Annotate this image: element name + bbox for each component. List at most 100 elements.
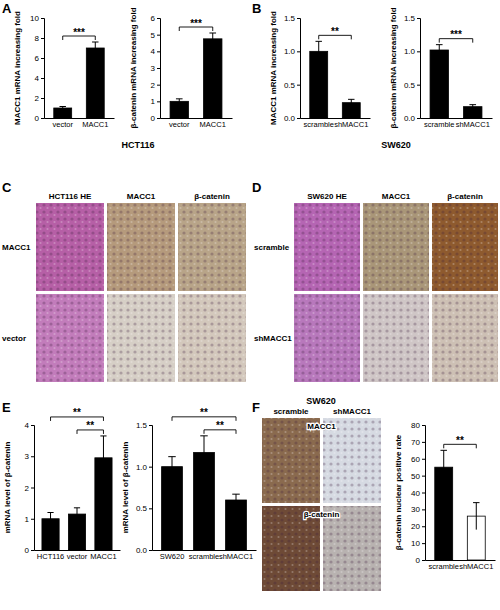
y-tick: 4	[35, 74, 44, 83]
y-tick: 1.0	[404, 47, 420, 56]
x-tick-label: MACC1	[82, 120, 108, 129]
y-tick: 10	[30, 14, 44, 23]
micrograph-texture	[36, 203, 104, 291]
y-tick-label: 6	[35, 54, 40, 63]
y-tick: 3	[151, 64, 160, 73]
x-axis-line	[35, 550, 121, 551]
y-axis-line	[149, 426, 153, 551]
error-cap	[440, 450, 446, 451]
panel-label: D	[252, 180, 261, 195]
micrograph	[178, 203, 246, 291]
y-tick-mark	[422, 459, 425, 460]
y-tick: 1	[151, 97, 160, 106]
x-tick-label: shMACC1	[334, 120, 368, 129]
x-tick-label: HCT116	[37, 552, 64, 561]
y-tick-mark	[31, 488, 34, 489]
y-tick: 0	[151, 114, 160, 123]
micrograph	[363, 203, 429, 291]
x-tick: MACC1	[82, 120, 108, 129]
y-tick: 8	[35, 34, 44, 43]
significance-label: **	[216, 420, 224, 431]
error-cap	[176, 98, 183, 99]
panel-label: E	[2, 400, 11, 415]
error-cap	[348, 99, 354, 100]
significance-label: **	[200, 407, 208, 418]
figure-svg: ABCDEF0246810vectorMACC1MACC1 mRNA incre…	[0, 0, 500, 610]
y-tick: 40	[411, 489, 425, 498]
y-tick-mark	[41, 78, 44, 79]
y-tick-mark	[422, 493, 425, 494]
marks	[162, 436, 247, 550]
micrograph-texture	[107, 294, 175, 382]
y-tick-mark	[157, 118, 160, 119]
y-tick-label: 2	[151, 81, 156, 90]
error-bar	[172, 457, 173, 477]
x-tick: scramble	[189, 552, 219, 561]
column-label: scramble	[273, 407, 309, 416]
y-tick: 3	[25, 452, 34, 461]
y-tick-mark	[417, 118, 420, 119]
y-tick-label: 1	[151, 97, 156, 106]
y-tick-mark	[157, 68, 160, 69]
y-tick-mark	[297, 18, 300, 19]
x-tick: HCT116	[37, 552, 64, 561]
bar	[204, 39, 222, 118]
x-tick: shMACC1	[334, 120, 368, 129]
y-tick-mark	[31, 425, 34, 426]
error-cap	[469, 104, 476, 105]
panel-label: A	[2, 1, 12, 16]
y-axis: 0246810	[30, 14, 44, 123]
error-bar	[318, 41, 319, 61]
error-cap	[436, 44, 443, 45]
error-cap	[47, 512, 53, 513]
y-axis-title: MACC1 mRNA increasing fold	[269, 11, 278, 125]
marks	[170, 33, 222, 118]
panel-label: F	[252, 400, 260, 415]
micrograph-texture	[178, 294, 246, 382]
x-tick: shMACC1	[459, 562, 493, 571]
x-tick: shMACC1	[219, 552, 253, 561]
micrograph	[107, 294, 175, 382]
y-tick-label: 30	[411, 505, 420, 514]
bar-chart: 01020304050607080scrambleshMACC1β-cateni…	[394, 421, 496, 571]
image-panel: scrambleshMACC1MACC1β-cateninSW620	[262, 396, 381, 591]
y-tick-mark	[157, 51, 160, 52]
significance-label: **	[86, 420, 94, 431]
micrograph-texture	[178, 203, 246, 291]
y-tick-mark	[422, 509, 425, 510]
x-tick-label: scramble	[304, 120, 334, 129]
significance-label: ***	[190, 18, 202, 29]
y-tick-label: 0.5	[404, 81, 416, 90]
x-tick: shMACC1	[456, 120, 490, 129]
y-tick-label: 4	[151, 47, 156, 56]
x-tick-label: SW620	[160, 552, 185, 561]
x-axis: scrambleshMACC1	[426, 561, 496, 572]
y-tick-label: 4	[25, 421, 30, 430]
x-axis: vectorMACC1	[45, 119, 115, 130]
micrograph	[432, 294, 498, 382]
error-bar	[179, 99, 180, 104]
y-axis: 0.00.51.01.5	[404, 14, 421, 123]
x-tick-label: scramble	[424, 120, 454, 129]
x-axis-line	[161, 118, 233, 119]
y-tick: 10	[411, 539, 425, 548]
error-bar	[50, 513, 51, 526]
y-tick-mark	[31, 550, 34, 551]
y-tick-mark	[149, 467, 152, 468]
y-axis-title: mRNA level of β-catenin	[121, 442, 130, 534]
row-label: MACC1	[307, 422, 336, 431]
error-bar	[351, 99, 352, 106]
y-tick-label: 1.0	[404, 47, 416, 56]
micrograph	[363, 294, 429, 382]
x-tick-label: MACC1	[90, 552, 116, 561]
micrograph	[36, 294, 104, 382]
marks	[54, 42, 104, 118]
y-tick-label: 10	[411, 539, 420, 548]
y-tick: 80	[411, 421, 425, 430]
row-label: shMACC1	[254, 334, 292, 343]
y-tick-label: 50	[411, 472, 420, 481]
bar-chart: 0123456vectorMACC1β-catenin mRNA increas…	[121, 7, 232, 150]
y-tick: 2	[35, 94, 44, 103]
y-tick-label: 0.0	[136, 546, 148, 555]
y-tick: 70	[411, 438, 425, 447]
